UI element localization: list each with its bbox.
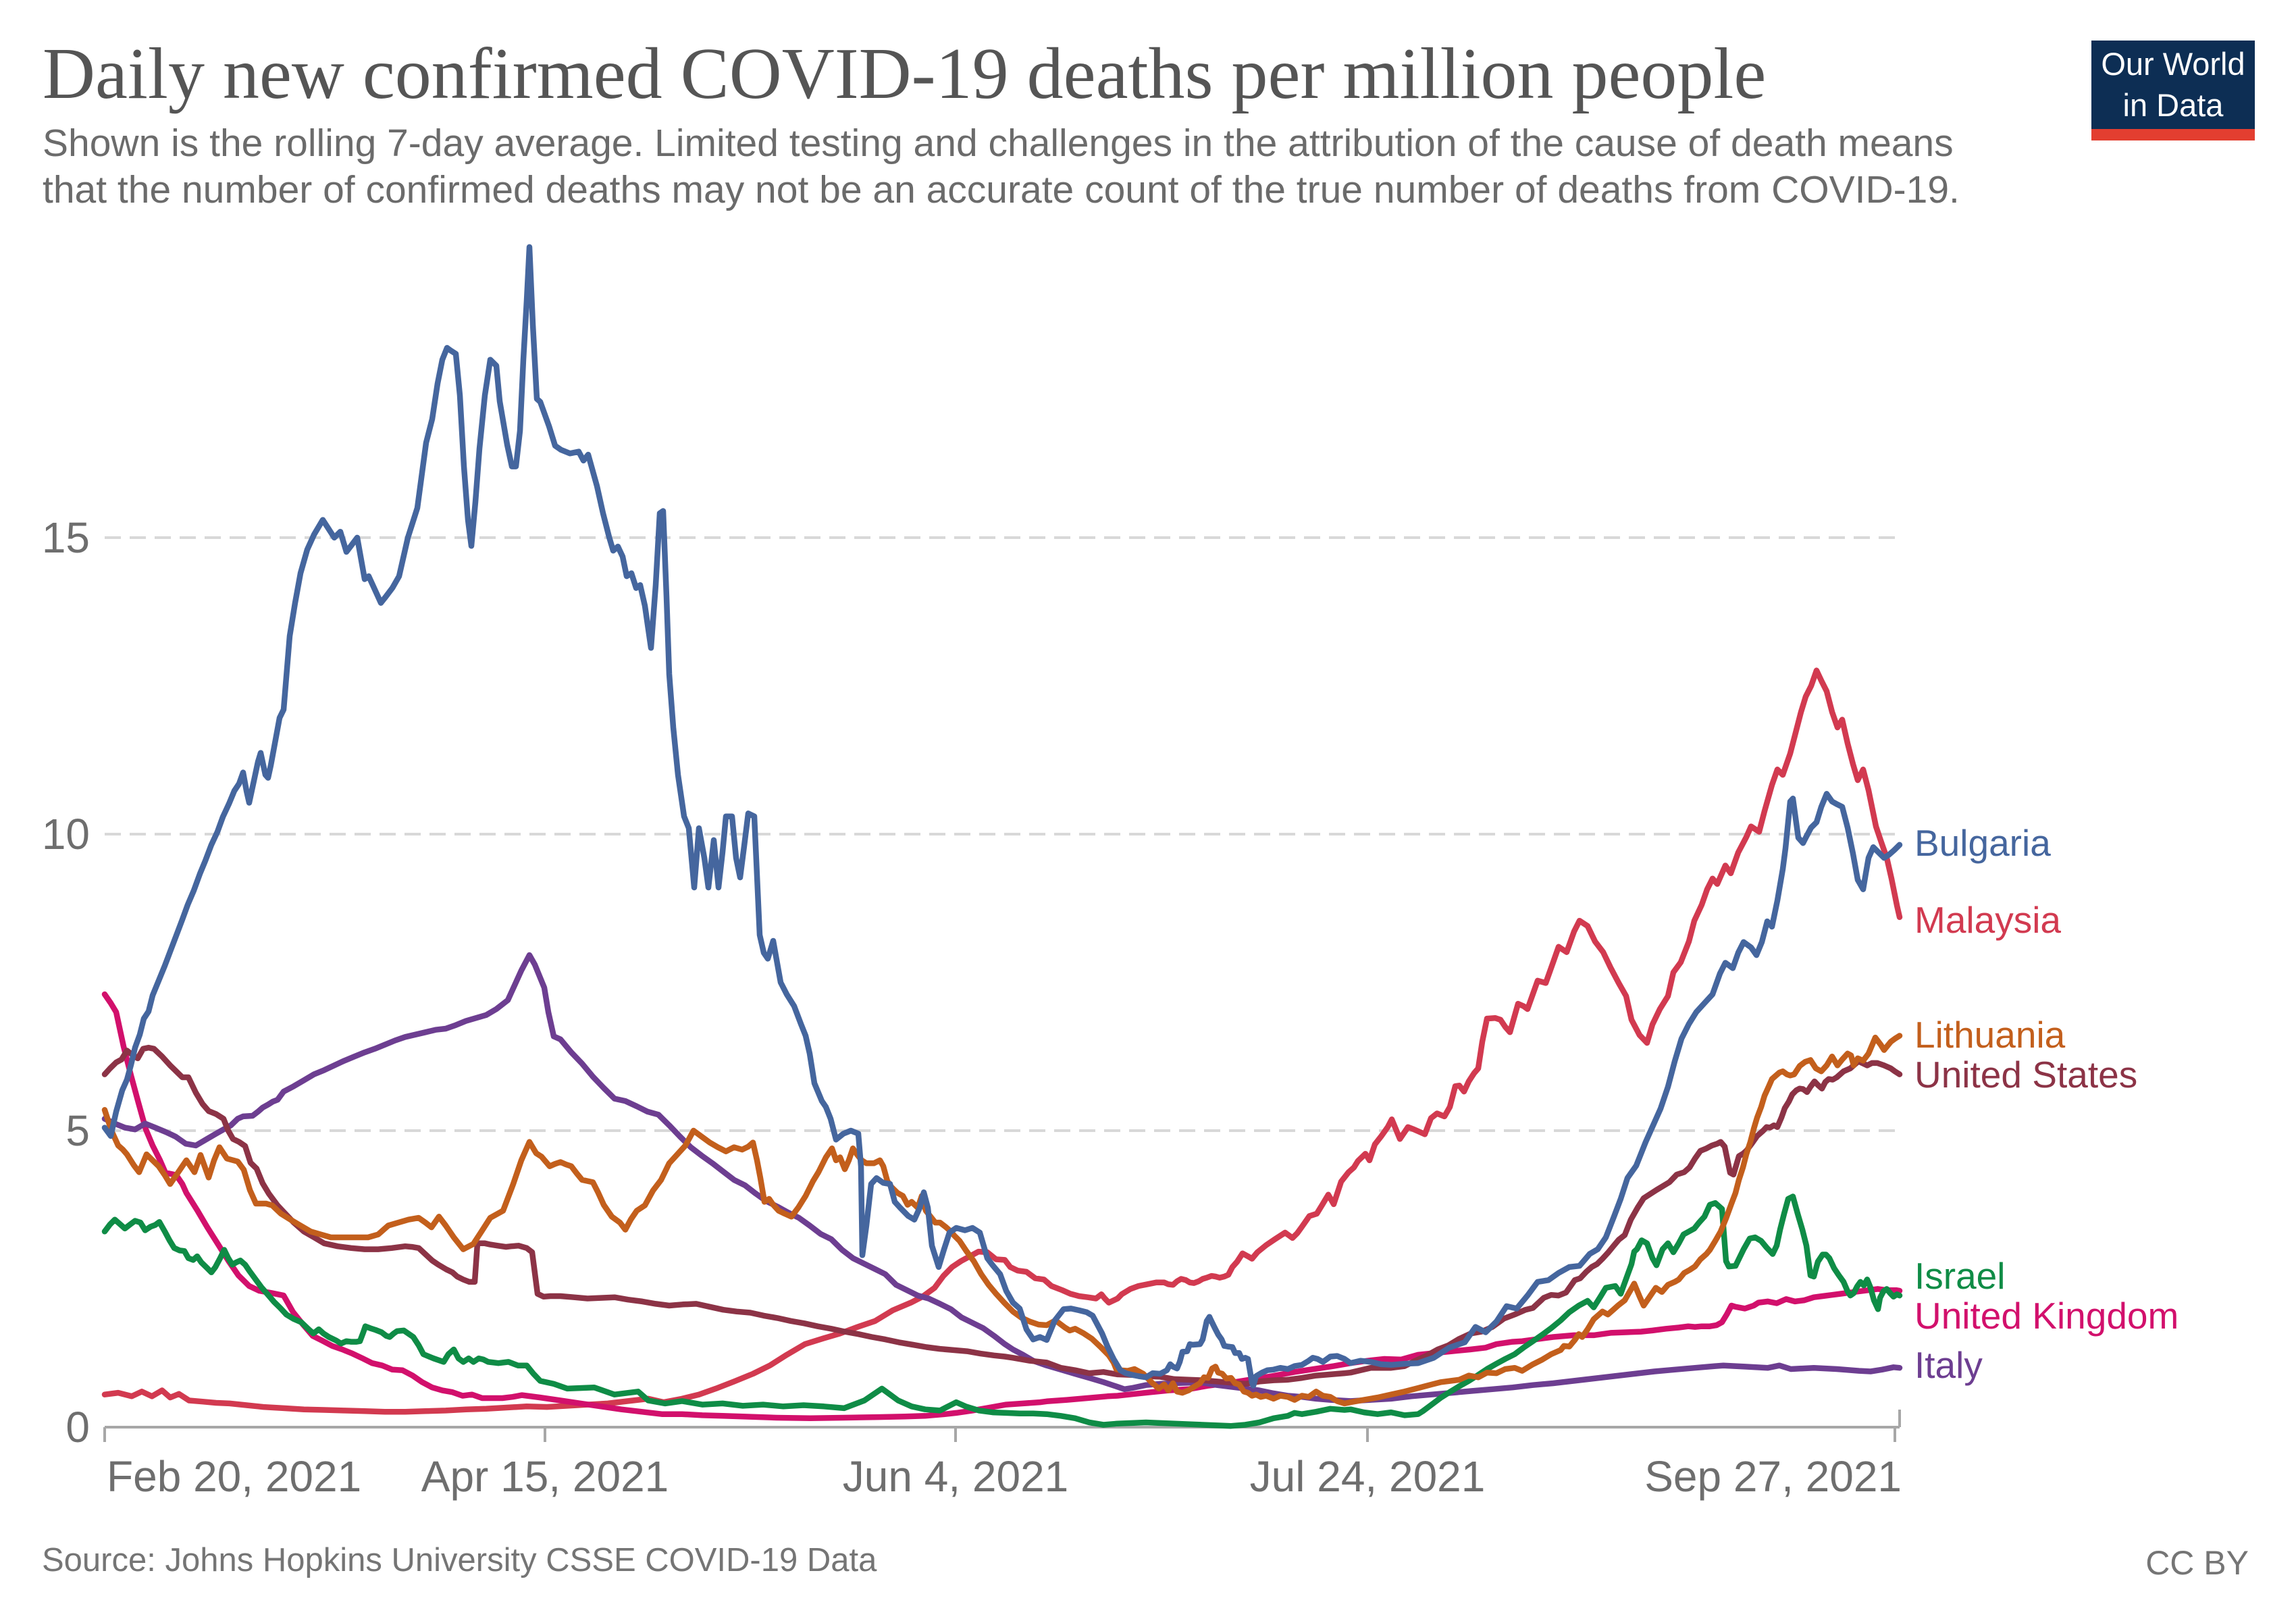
svg-text:that the number of confirmed d: that the number of confirmed deaths may … xyxy=(43,168,1960,211)
svg-text:Shown is the rolling 7-day ave: Shown is the rolling 7-day average. Limi… xyxy=(43,122,1954,165)
svg-text:10: 10 xyxy=(42,810,90,858)
svg-text:CC BY: CC BY xyxy=(2145,1544,2249,1582)
svg-text:Apr 15, 2021: Apr 15, 2021 xyxy=(421,1452,669,1501)
svg-text:Sep 27, 2021: Sep 27, 2021 xyxy=(1644,1452,1902,1501)
svg-text:Our World: Our World xyxy=(2101,46,2245,82)
svg-text:Source: Johns Hopkins Universi: Source: Johns Hopkins University CSSE CO… xyxy=(42,1542,877,1578)
svg-text:15: 15 xyxy=(42,513,90,562)
svg-text:Jun 4, 2021: Jun 4, 2021 xyxy=(843,1452,1069,1501)
svg-text:0: 0 xyxy=(66,1403,90,1451)
svg-text:Malaysia: Malaysia xyxy=(1914,899,2061,941)
svg-text:Feb 20, 2021: Feb 20, 2021 xyxy=(107,1452,361,1501)
svg-text:Jul 24, 2021: Jul 24, 2021 xyxy=(1250,1452,1486,1501)
svg-text:Lithuania: Lithuania xyxy=(1914,1014,2066,1056)
svg-text:United Kingdom: United Kingdom xyxy=(1914,1295,2178,1337)
svg-text:Israel: Israel xyxy=(1914,1255,2006,1297)
svg-text:Bulgaria: Bulgaria xyxy=(1914,822,2051,864)
svg-text:5: 5 xyxy=(66,1106,90,1155)
svg-text:Daily new confirmed COVID-19 d: Daily new confirmed COVID-19 deaths per … xyxy=(43,34,1766,114)
svg-text:United States: United States xyxy=(1914,1054,2137,1096)
svg-text:in Data: in Data xyxy=(2123,87,2224,123)
svg-text:Italy: Italy xyxy=(1914,1344,1983,1386)
